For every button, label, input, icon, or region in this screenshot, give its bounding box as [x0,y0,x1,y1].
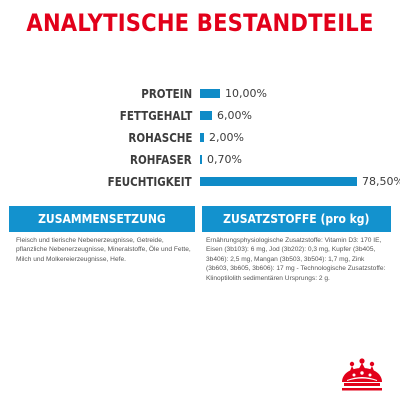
chart-category-label: ROHASCHE [127,131,192,145]
chart-bar [200,177,357,186]
chart-value-label: 0,70% [207,153,242,166]
analysis-bar-chart: PROTEIN 10,00% FETTGEHALT 6,00% ROHASCHE 2,00… [0,84,400,194]
chart-category-label: PROTEIN [141,87,192,101]
additives-text: Ernährungsphysiologische Zusatzstoffe: V… [206,237,386,282]
chart-category-label: FEUCHTIGKEIT [108,175,192,189]
additives-heading-label: ZUSATZSTOFFE (pro kg) [223,212,370,226]
chart-value-label: 10,00% [225,87,267,100]
chart-row: FEUCHTIGKEIT 78,50% [0,172,400,192]
royal-canin-logo [342,358,382,391]
chart-bar [200,111,212,120]
composition-text: Fleisch und tierische Nebenerzeugnisse, … [16,237,191,263]
chart-category-label: FETTGEHALT [119,109,192,123]
chart-bar [200,133,204,142]
chart-value-label: 78,50% [362,175,400,188]
chart-value-label: 2,00% [209,131,244,144]
chart-row: PROTEIN 10,00% [0,84,400,104]
chart-row: ROHASCHE 2,00% [0,128,400,148]
composition-heading: ZUSAMMENSETZUNG [9,206,195,232]
additives-heading: ZUSATZSTOFFE (pro kg) [202,206,391,232]
page-title: ANALYTISCHE BESTANDTEILE [26,9,374,37]
chart-bar [200,89,220,98]
chart-row: ROHFASER 0,70% [0,150,400,170]
chart-row: FETTGEHALT 6,00% [0,106,400,126]
chart-category-label: ROHFASER [130,153,192,167]
chart-value-label: 6,00% [217,109,252,122]
chart-bar [200,155,202,164]
composition-heading-label: ZUSAMMENSETZUNG [38,212,166,226]
